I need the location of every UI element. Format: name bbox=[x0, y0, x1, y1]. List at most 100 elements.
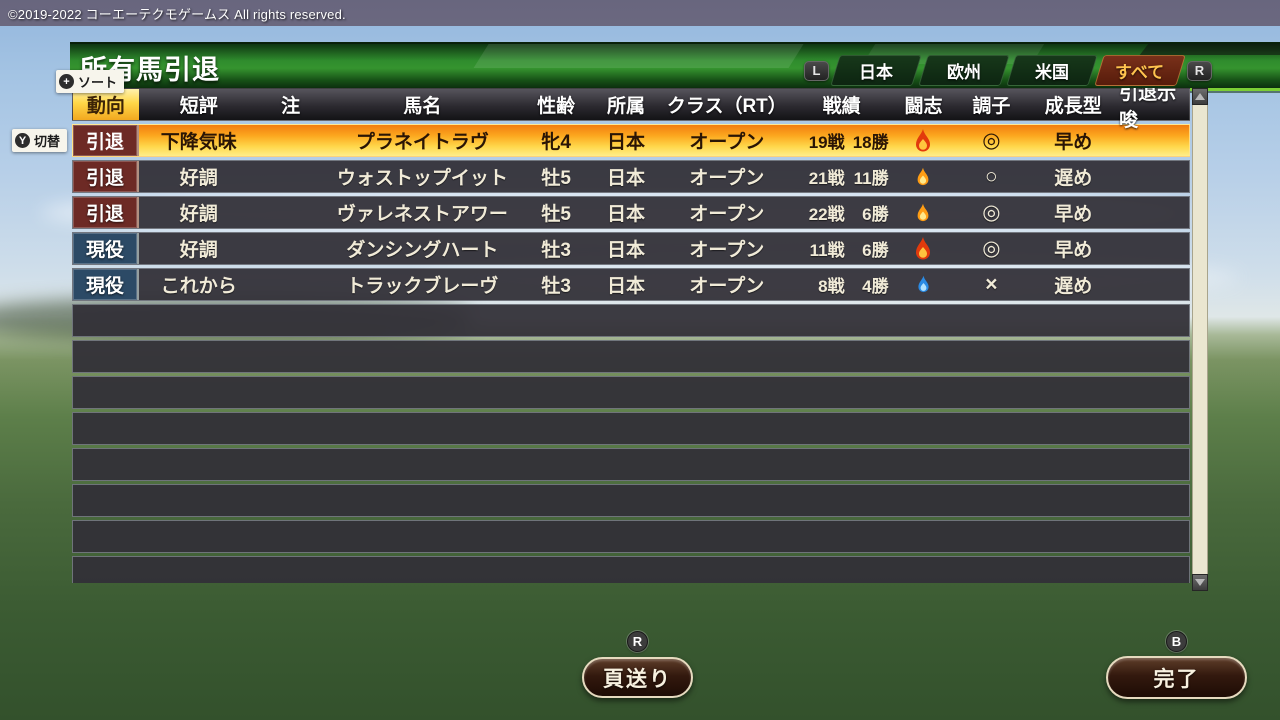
cell-class: オープン bbox=[689, 132, 765, 153]
header-spirit[interactable]: 闘志 bbox=[904, 96, 943, 117]
cell-affiliation: 日本 bbox=[607, 240, 646, 261]
title-bar-sheen bbox=[473, 44, 804, 69]
header-comment[interactable]: 短評 bbox=[179, 96, 218, 117]
scrollbar-track[interactable] bbox=[1192, 105, 1208, 574]
tab-europe[interactable]: 欧州 bbox=[918, 55, 1010, 86]
horse-row[interactable]: 引退 好調 ウォストップイット 牡5 日本 オープン 21戦 11勝 ○ 遅め bbox=[72, 160, 1190, 193]
condition-mark: ◎ bbox=[982, 237, 1001, 260]
tab-label: すべて bbox=[1115, 63, 1165, 82]
cell-retire-hint bbox=[1119, 125, 1189, 156]
cell-growth: 早め bbox=[1054, 132, 1093, 153]
header-affiliation[interactable]: 所属 bbox=[606, 96, 645, 117]
record-starts: 11戦 bbox=[809, 241, 845, 260]
cell-condition: ◎ bbox=[955, 125, 1027, 156]
trend-badge: 引退 bbox=[73, 161, 139, 192]
header-class[interactable]: クラス（RT） bbox=[666, 96, 787, 117]
empty-row bbox=[72, 448, 1190, 481]
header-trend[interactable]: 動向 bbox=[73, 89, 139, 120]
flame-red-large-icon bbox=[916, 236, 931, 259]
cell-comment: 好調 bbox=[179, 168, 218, 189]
empty-row bbox=[72, 340, 1190, 373]
cell-condition: ◎ bbox=[955, 197, 1027, 228]
cell-note bbox=[259, 269, 323, 300]
cell-note bbox=[259, 233, 323, 264]
trend-badge: 現役 bbox=[73, 269, 139, 300]
tab-label: 欧州 bbox=[947, 63, 981, 82]
header-note[interactable]: 注 bbox=[281, 96, 301, 117]
cell-note bbox=[259, 161, 323, 192]
cell-condition: × bbox=[955, 269, 1027, 300]
page-forward-button[interactable]: 頁送り bbox=[582, 657, 693, 698]
title-bar: 所有馬引退 L 日本 欧州 米国 すべて R bbox=[70, 42, 1280, 88]
condition-mark: ○ bbox=[985, 164, 998, 188]
r-button-icon: R bbox=[627, 631, 648, 652]
cell-spirit bbox=[892, 269, 956, 300]
scrollbar bbox=[1192, 88, 1208, 591]
region-tabs: L 日本 欧州 米国 すべて R bbox=[804, 55, 1212, 86]
empty-row bbox=[72, 556, 1190, 583]
header-sex-age[interactable]: 性齢 bbox=[537, 96, 576, 117]
cell-comment: 下降気味 bbox=[160, 132, 237, 153]
cell-growth: 早め bbox=[1054, 240, 1093, 261]
record-wins: 18勝 bbox=[852, 133, 889, 152]
header-retire-hint[interactable]: 引退示唆 bbox=[1119, 88, 1177, 131]
cell-retire-hint bbox=[1119, 161, 1189, 192]
tabs-slot: 日本 欧州 米国 すべて bbox=[830, 55, 1186, 86]
tab-usa[interactable]: 米国 bbox=[1006, 55, 1098, 86]
cell-growth: 遅め bbox=[1054, 276, 1093, 297]
trend-badge: 引退 bbox=[73, 197, 139, 228]
scroll-down-button[interactable] bbox=[1192, 574, 1208, 591]
b-button-icon: B bbox=[1166, 631, 1187, 652]
cell-spirit bbox=[892, 197, 956, 228]
cell-sex-age: 牝4 bbox=[541, 132, 571, 153]
scroll-up-button[interactable] bbox=[1192, 88, 1208, 105]
cell-record: 11戦 6勝 bbox=[792, 233, 892, 264]
right-bumper-icon[interactable]: R bbox=[1187, 60, 1212, 81]
horse-table: 動向 短評 注 馬名 性齢 所属 クラス（RT） 戦績 闘志 調子 成長型 引退… bbox=[72, 88, 1190, 583]
tab-label: 米国 bbox=[1035, 63, 1069, 82]
toggle-hint-label: 切替 bbox=[34, 134, 61, 149]
cell-record: 22戦 6勝 bbox=[792, 197, 892, 228]
cell-affiliation: 日本 bbox=[607, 276, 646, 297]
cell-horse-name: ヴァレネストアワー bbox=[336, 204, 508, 225]
cell-record: 19戦 18勝 bbox=[792, 125, 892, 156]
table-header-row: 動向 短評 注 馬名 性齢 所属 クラス（RT） 戦績 闘志 調子 成長型 引退… bbox=[72, 88, 1190, 131]
header-growth[interactable]: 成長型 bbox=[1044, 96, 1102, 117]
sort-hint-label: ソート bbox=[78, 75, 118, 90]
sort-hint[interactable]: + ソート bbox=[56, 70, 125, 93]
cell-comment: 好調 bbox=[179, 204, 218, 225]
y-button-icon: Y bbox=[15, 133, 30, 148]
cell-note bbox=[259, 197, 323, 228]
cell-comment: これから bbox=[160, 276, 237, 297]
cell-sex-age: 牡3 bbox=[541, 276, 571, 297]
done-button[interactable]: 完了 bbox=[1106, 656, 1247, 699]
condition-mark: ◎ bbox=[982, 201, 1001, 224]
tab-all[interactable]: すべて bbox=[1094, 55, 1186, 86]
cell-comment: 好調 bbox=[179, 240, 218, 261]
cell-sex-age: 牡3 bbox=[541, 240, 571, 261]
header-condition[interactable]: 調子 bbox=[972, 96, 1011, 117]
horse-row[interactable]: 引退 下降気味 プラネイトラヴ 牝4 日本 オープン 19戦 18勝 ◎ 早め bbox=[72, 124, 1190, 157]
horse-row[interactable]: 引退 好調 ヴァレネストアワー 牡5 日本 オープン 22戦 6勝 ◎ 早め bbox=[72, 196, 1190, 229]
cell-affiliation: 日本 bbox=[607, 132, 646, 153]
header-horse-name[interactable]: 馬名 bbox=[403, 96, 442, 117]
record-wins: 6勝 bbox=[862, 241, 889, 260]
horse-row[interactable]: 現役 好調 ダンシングハート 牡3 日本 オープン 11戦 6勝 ◎ 早め bbox=[72, 232, 1190, 265]
empty-row bbox=[72, 304, 1190, 337]
cell-affiliation: 日本 bbox=[607, 168, 646, 189]
left-bumper-icon[interactable]: L bbox=[804, 60, 829, 81]
toggle-hint[interactable]: Y 切替 bbox=[12, 129, 68, 152]
tab-japan[interactable]: 日本 bbox=[830, 55, 922, 86]
cell-growth: 遅め bbox=[1054, 168, 1093, 189]
cell-record: 8戦 4勝 bbox=[792, 269, 892, 300]
record-wins: 6勝 bbox=[862, 205, 889, 224]
cell-class: オープン bbox=[689, 276, 765, 297]
header-record[interactable]: 戦績 bbox=[822, 96, 861, 117]
record-starts: 8戦 bbox=[818, 277, 845, 296]
cell-class: オープン bbox=[689, 240, 765, 261]
horse-row[interactable]: 現役 これから トラックブレーヴ 牡3 日本 オープン 8戦 4勝 × 遅め bbox=[72, 268, 1190, 301]
record-starts: 19戦 bbox=[808, 133, 845, 152]
cell-horse-name: ダンシングハート bbox=[346, 240, 499, 261]
cell-record: 21戦 11勝 bbox=[792, 161, 892, 192]
record-wins: 11勝 bbox=[853, 169, 889, 188]
